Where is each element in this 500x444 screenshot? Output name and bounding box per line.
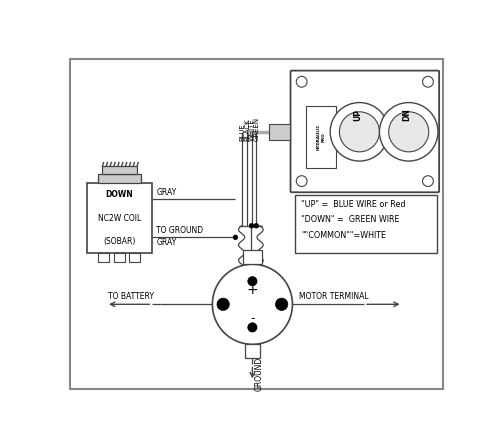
Circle shape bbox=[380, 103, 438, 161]
Circle shape bbox=[296, 176, 307, 186]
Text: BLUE: BLUE bbox=[240, 123, 246, 141]
Bar bbox=[295, 195, 437, 253]
Circle shape bbox=[217, 298, 230, 310]
Text: +: + bbox=[246, 283, 258, 297]
Text: DOWN: DOWN bbox=[106, 190, 134, 199]
Text: GREEN: GREEN bbox=[254, 117, 259, 141]
Circle shape bbox=[422, 176, 434, 186]
Circle shape bbox=[296, 76, 307, 87]
Circle shape bbox=[233, 235, 238, 240]
Text: BLACK: BLACK bbox=[244, 119, 250, 141]
Circle shape bbox=[388, 112, 428, 152]
Text: TO BATTERY: TO BATTERY bbox=[108, 292, 154, 301]
Circle shape bbox=[212, 264, 292, 345]
Circle shape bbox=[248, 277, 257, 286]
FancyBboxPatch shape bbox=[290, 71, 439, 192]
Bar bbox=[114, 253, 124, 262]
Circle shape bbox=[422, 76, 434, 87]
Text: GRAY: GRAY bbox=[156, 187, 176, 197]
Bar bbox=[98, 253, 109, 262]
Circle shape bbox=[340, 112, 380, 152]
Text: "UP" =  BLUE WIRE or Red: "UP" = BLUE WIRE or Red bbox=[301, 200, 406, 209]
Circle shape bbox=[254, 223, 258, 228]
Bar bbox=[102, 166, 137, 174]
Circle shape bbox=[250, 223, 254, 228]
Text: GRAY: GRAY bbox=[156, 238, 176, 246]
Text: DN: DN bbox=[402, 108, 411, 121]
Text: UP: UP bbox=[354, 109, 362, 121]
Bar bbox=[129, 253, 140, 262]
Circle shape bbox=[276, 298, 288, 310]
Text: MOTOR TERMINAL: MOTOR TERMINAL bbox=[298, 292, 368, 301]
Text: HYDRAULIC
PRO: HYDRAULIC PRO bbox=[316, 124, 325, 151]
Bar bbox=[244, 345, 260, 358]
Text: "DOWN" =  GREEN WIRE: "DOWN" = GREEN WIRE bbox=[301, 215, 400, 224]
Bar bbox=[98, 174, 141, 183]
Text: GROUND: GROUND bbox=[254, 357, 264, 391]
Bar bbox=[268, 124, 290, 139]
Text: NC2W COIL: NC2W COIL bbox=[98, 214, 141, 222]
Text: WHITE: WHITE bbox=[248, 118, 254, 141]
Circle shape bbox=[330, 103, 388, 161]
Bar bbox=[243, 250, 262, 264]
Circle shape bbox=[248, 323, 257, 332]
Text: (SOBAR): (SOBAR) bbox=[104, 237, 136, 246]
Text: ""COMMON""=WHITE: ""COMMON""=WHITE bbox=[301, 230, 386, 239]
Text: -: - bbox=[250, 312, 254, 325]
Bar bbox=[306, 107, 336, 168]
Text: TO GROUND: TO GROUND bbox=[156, 226, 204, 235]
Bar bbox=[87, 183, 152, 253]
